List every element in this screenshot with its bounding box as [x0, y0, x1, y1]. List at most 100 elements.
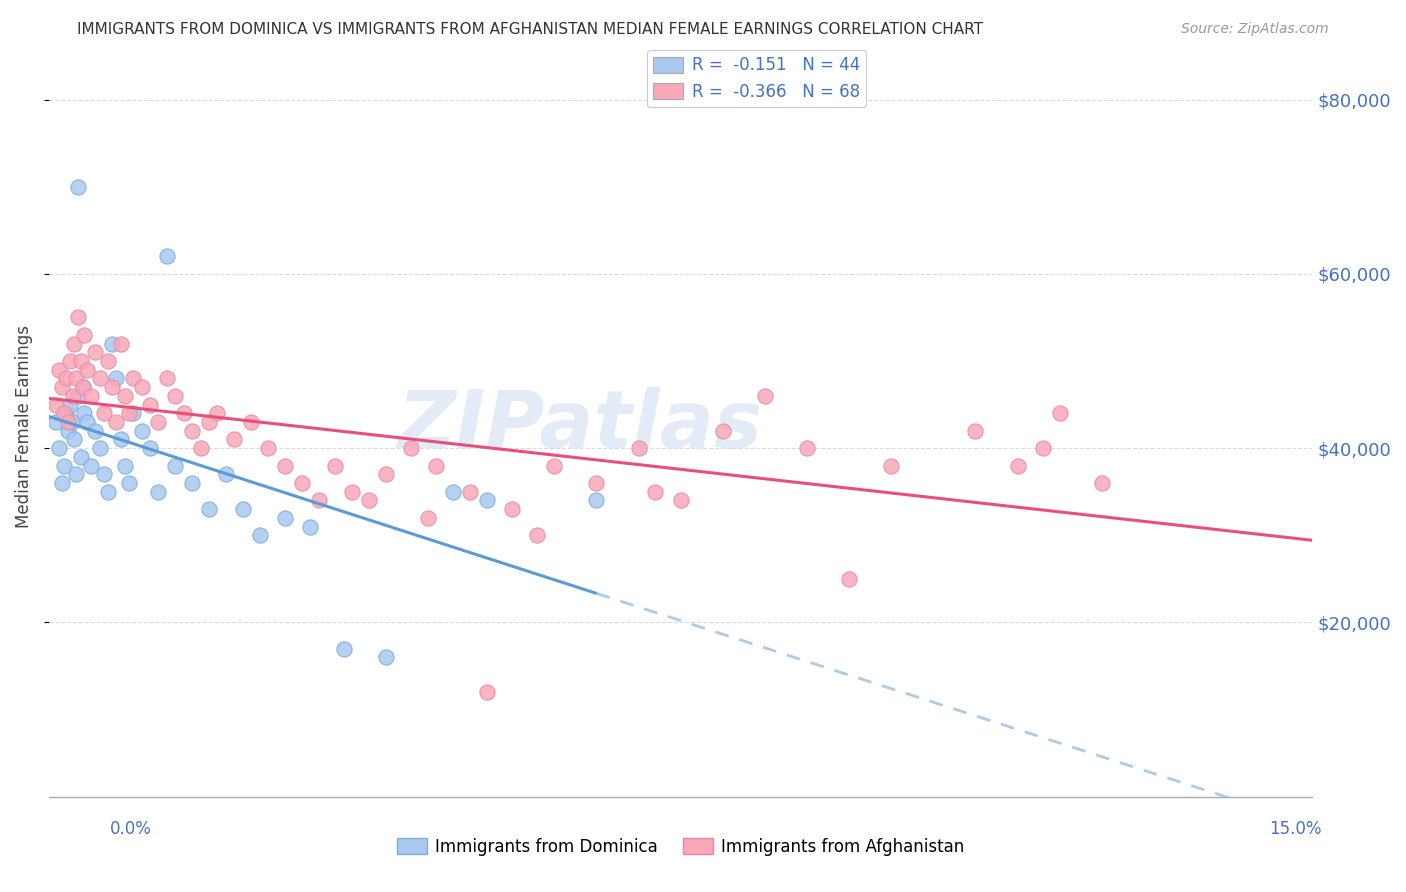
Point: [325, 458, 347, 473]
Point: [501, 502, 523, 516]
Point: [1032, 441, 1054, 455]
Point: [156, 371, 179, 385]
Point: [299, 519, 322, 533]
Point: [190, 441, 212, 455]
Point: [55, 406, 77, 420]
Point: [165, 458, 187, 473]
Point: [70, 354, 93, 368]
Point: [89, 371, 111, 385]
Point: [880, 458, 903, 473]
Point: [93, 406, 115, 420]
Point: [965, 424, 987, 438]
Point: [48, 441, 70, 455]
Point: [55, 371, 77, 385]
Point: [60, 415, 83, 429]
Point: [73, 406, 96, 420]
Point: [65, 371, 87, 385]
Point: [101, 380, 124, 394]
Point: [56, 415, 79, 429]
Point: [198, 502, 221, 516]
Point: [89, 441, 111, 455]
Point: [131, 424, 153, 438]
Point: [173, 406, 195, 420]
Point: [1049, 406, 1071, 420]
Point: [333, 641, 356, 656]
Point: [67, 389, 90, 403]
Point: [80, 389, 103, 403]
Point: [156, 250, 179, 264]
Point: [669, 493, 692, 508]
Point: [76, 415, 98, 429]
Point: [340, 484, 363, 499]
Point: [70, 450, 93, 464]
Point: [754, 389, 776, 403]
Point: [76, 363, 98, 377]
Point: [67, 310, 90, 325]
Point: [105, 371, 128, 385]
Point: [84, 345, 107, 359]
Point: [80, 458, 103, 473]
Point: [114, 458, 136, 473]
Point: [1091, 476, 1114, 491]
Point: [838, 572, 860, 586]
Point: [73, 327, 96, 342]
Point: [51, 380, 73, 394]
Text: Source: ZipAtlas.com: Source: ZipAtlas.com: [1181, 22, 1329, 37]
Point: [45, 398, 67, 412]
Point: [45, 415, 67, 429]
Point: [122, 371, 145, 385]
Point: [139, 398, 162, 412]
Point: [63, 433, 86, 447]
Point: [101, 336, 124, 351]
Point: [416, 511, 439, 525]
Point: [357, 493, 380, 508]
Point: [240, 415, 263, 429]
Point: [59, 354, 82, 368]
Point: [110, 433, 132, 447]
Point: [122, 406, 145, 420]
Point: [48, 363, 70, 377]
Point: [475, 685, 498, 699]
Point: [425, 458, 447, 473]
Point: [148, 415, 170, 429]
Point: [53, 458, 76, 473]
Point: [215, 467, 238, 482]
Point: [1007, 458, 1029, 473]
Point: [65, 467, 87, 482]
Point: [53, 406, 76, 420]
Point: [105, 415, 128, 429]
Point: [374, 467, 396, 482]
Point: [181, 424, 204, 438]
Point: [59, 398, 82, 412]
Point: [796, 441, 818, 455]
Point: [97, 354, 120, 368]
Point: [198, 415, 221, 429]
Point: [118, 406, 141, 420]
Y-axis label: Median Female Earnings: Median Female Earnings: [15, 325, 32, 528]
Point: [475, 493, 498, 508]
Point: [56, 424, 79, 438]
Point: [165, 389, 187, 403]
Point: [374, 650, 396, 665]
Point: [118, 476, 141, 491]
Point: [585, 493, 607, 508]
Point: [543, 458, 565, 473]
Point: [110, 336, 132, 351]
Point: [458, 484, 481, 499]
Point: [585, 476, 607, 491]
Point: [72, 380, 94, 394]
Point: [207, 406, 229, 420]
Point: [131, 380, 153, 394]
Point: [274, 511, 297, 525]
Point: [62, 389, 84, 403]
Point: [139, 441, 162, 455]
Point: [644, 484, 666, 499]
Point: [274, 458, 297, 473]
Point: [232, 502, 254, 516]
Point: [249, 528, 271, 542]
Point: [308, 493, 330, 508]
Point: [93, 467, 115, 482]
Point: [257, 441, 280, 455]
Point: [627, 441, 650, 455]
Point: [181, 476, 204, 491]
